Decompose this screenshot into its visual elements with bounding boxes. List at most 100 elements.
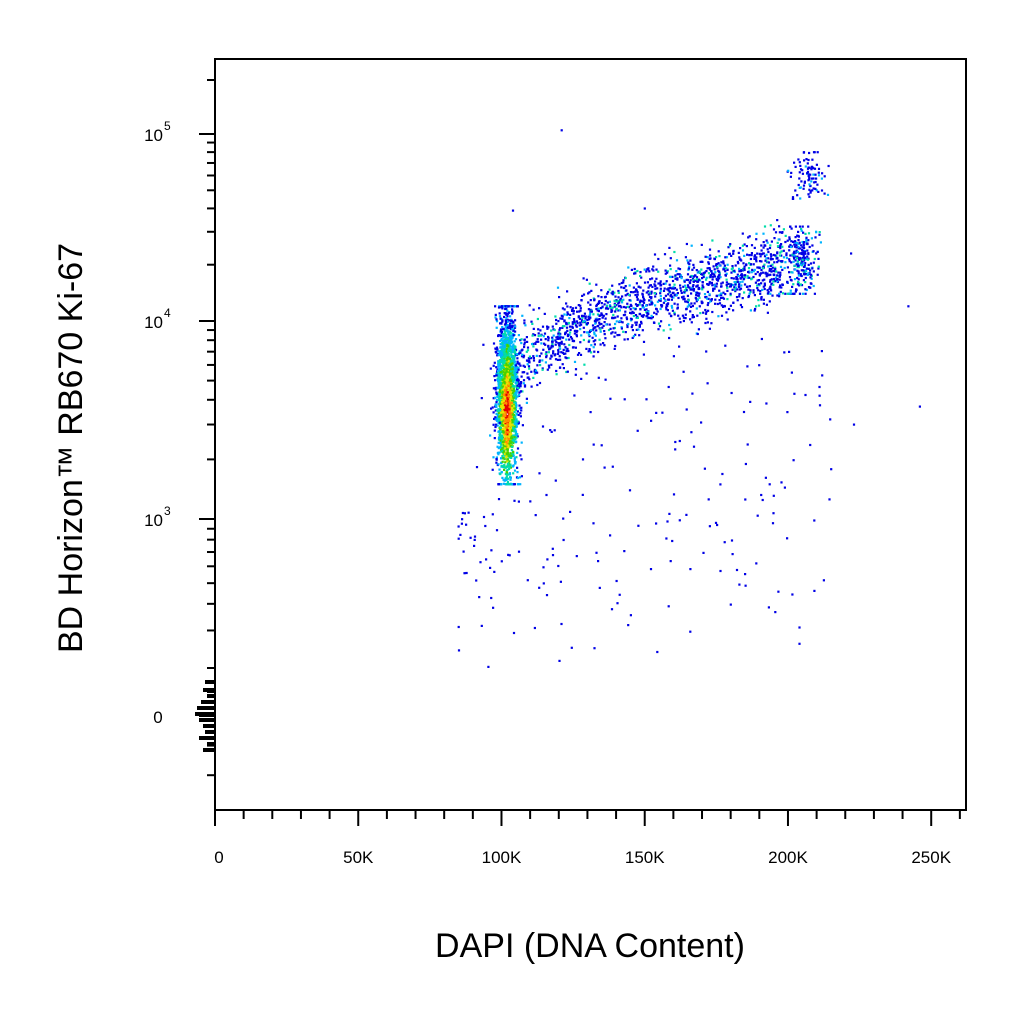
data-point: [514, 409, 517, 412]
data-point: [507, 320, 510, 323]
data-point: [797, 274, 800, 277]
data-point: [615, 304, 618, 307]
data-point: [510, 322, 513, 325]
data-point: [502, 422, 506, 425]
data-point: [807, 174, 810, 178]
data-point: [641, 306, 644, 309]
data-point: [599, 330, 602, 333]
data-point: [852, 423, 856, 426]
zero-pileup-bar: [205, 680, 215, 684]
data-point: [592, 346, 595, 349]
data-point: [668, 283, 671, 286]
data-point: [519, 382, 523, 385]
data-point: [762, 246, 765, 249]
data-point: [554, 315, 557, 318]
data-point: [696, 332, 699, 336]
data-point: [781, 283, 784, 286]
data-point: [814, 187, 817, 190]
data-point: [496, 372, 499, 375]
data-point: [712, 265, 715, 268]
data-point: [519, 390, 523, 393]
data-point: [551, 343, 554, 346]
data-point: [749, 263, 753, 266]
data-point: [744, 573, 747, 576]
data-point: [515, 425, 518, 428]
data-point: [776, 252, 779, 255]
data-point: [667, 605, 670, 608]
data-point: [799, 256, 802, 259]
data-point: [815, 177, 818, 180]
data-point: [709, 254, 712, 257]
data-point: [546, 327, 549, 330]
data-point: [515, 391, 518, 394]
data-point: [749, 290, 752, 294]
data-point: [571, 322, 574, 325]
data-point: [548, 366, 551, 369]
data-point: [782, 256, 786, 259]
data-point: [603, 344, 606, 347]
data-point: [692, 266, 696, 269]
data-point: [708, 327, 711, 330]
data-point: [505, 460, 508, 463]
data-point: [509, 466, 512, 469]
data-point: [495, 416, 499, 419]
data-point: [501, 390, 504, 393]
data-point: [499, 381, 502, 384]
data-point: [505, 398, 508, 402]
data-point: [700, 286, 704, 289]
data-point: [478, 596, 481, 599]
data-point: [725, 281, 728, 284]
data-point: [571, 339, 574, 343]
data-point: [501, 395, 504, 398]
data-point: [759, 290, 762, 293]
data-point: [813, 181, 816, 184]
data-point: [526, 363, 529, 366]
data-point: [507, 389, 510, 392]
data-point: [634, 303, 638, 306]
data-point: [602, 314, 605, 317]
data-point: [536, 383, 539, 387]
data-point: [806, 172, 809, 175]
data-point: [797, 245, 800, 248]
data-point: [722, 266, 725, 269]
data-point: [632, 311, 635, 314]
data-point: [738, 583, 741, 586]
data-point: [503, 468, 506, 471]
data-point: [707, 498, 710, 501]
data-point: [739, 247, 742, 250]
data-point: [803, 180, 806, 183]
data-point: [603, 330, 606, 333]
data-point: [741, 280, 744, 283]
data-point: [545, 493, 548, 497]
data-point: [511, 374, 514, 377]
data-point: [502, 413, 505, 416]
data-point: [551, 345, 554, 348]
data-point: [473, 544, 476, 547]
data-point: [642, 297, 645, 300]
data-point: [625, 318, 629, 321]
data-point: [533, 372, 537, 375]
data-point: [754, 281, 757, 284]
data-point: [497, 421, 500, 424]
data-point: [489, 566, 492, 569]
data-point: [492, 397, 495, 400]
data-point: [761, 252, 764, 255]
data-point: [501, 353, 504, 356]
data-point: [804, 232, 807, 235]
data-point: [463, 572, 466, 575]
data-point: [764, 272, 767, 275]
data-point: [703, 467, 706, 470]
data-point: [497, 498, 501, 501]
data-point: [706, 290, 709, 293]
data-point: [597, 376, 600, 379]
data-point: [513, 357, 516, 360]
data-point: [802, 241, 806, 244]
data-point: [519, 483, 522, 486]
data-point: [526, 579, 529, 582]
points-layer: [457, 129, 921, 668]
data-point: [682, 370, 685, 373]
data-point: [720, 314, 724, 317]
data-point: [733, 288, 736, 291]
data-point: [566, 329, 569, 332]
data-point: [492, 456, 495, 459]
